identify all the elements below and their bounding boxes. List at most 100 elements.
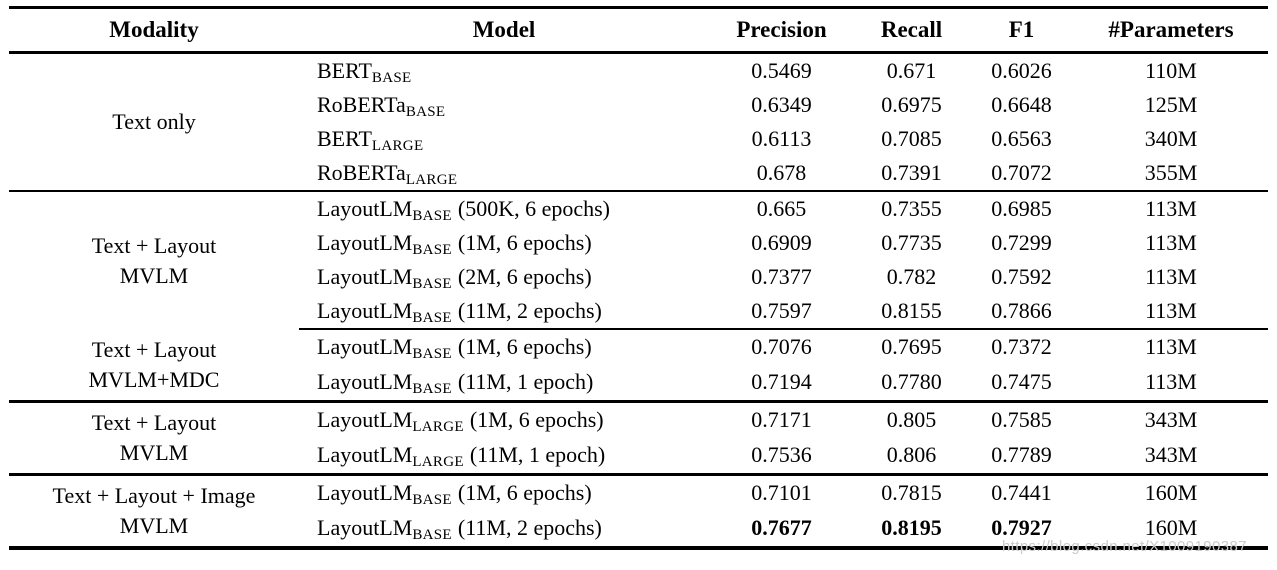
precision-cell: 0.7536 <box>751 442 812 468</box>
params-cell: 160M <box>1144 515 1198 541</box>
table-row: RoBERTaBASE 0.6349 0.6975 0.6648 125M <box>9 88 1268 122</box>
recall-cell: 0.6975 <box>881 91 942 117</box>
f1-cell: 0.6563 <box>991 125 1052 151</box>
col-header-model: Model <box>472 17 536 42</box>
col-header-f1: F1 <box>1008 17 1035 42</box>
col-header-precision: Precision <box>736 17 827 42</box>
table-row: Text + Layout MVLM LayoutLMLARGE (1M, 6 e… <box>9 402 1268 465</box>
params-cell: 343M <box>1144 442 1198 468</box>
recall-cell: 0.805 <box>886 407 937 433</box>
model-cell: LayoutLMLARGE (1M, 6 epochs) <box>299 402 709 439</box>
model-subscript: BASE <box>412 275 452 292</box>
precision-cell: 0.6349 <box>751 91 812 117</box>
table-row-best: LayoutLMBASE (11M, 2 epochs) 0.7677 0.819… <box>9 511 1268 548</box>
model-subscript: BASE <box>412 241 452 258</box>
modality-cell: Text + Layout MVLM <box>9 402 299 475</box>
modality-line1: Text + Layout + Image <box>52 483 256 509</box>
recall-cell: 0.8195 <box>881 515 942 541</box>
params-cell: 125M <box>1144 91 1198 117</box>
col-header-params: #Parameters <box>1108 17 1234 42</box>
params-cell: 113M <box>1074 294 1268 330</box>
modality-cell: Text only <box>9 53 299 192</box>
recall-cell: 0.671 <box>886 57 937 83</box>
f1-cell: 0.7372 <box>991 334 1052 360</box>
table-row: Text + Layout MVLM+MDC LayoutLMBASE (1M, … <box>9 329 1268 391</box>
precision-cell: 0.678 <box>756 159 807 185</box>
model-name: LayoutLM <box>317 263 413 289</box>
model-cell: LayoutLMBASE (11M, 2 epochs) <box>299 511 709 548</box>
model-cell: LayoutLMBASE (1M, 6 epochs) <box>299 475 709 512</box>
precision-cell: 0.5469 <box>751 57 812 83</box>
model-subscript: BASE <box>412 346 452 363</box>
model-cell: LayoutLMBASE (2M, 6 epochs) <box>299 260 709 294</box>
group-layout-image-mvlm: Text + Layout + Image MVLM LayoutLMBASE(… <box>9 475 1268 549</box>
modality-line1: Text + Layout <box>91 232 217 258</box>
precision-cell: 0.7076 <box>751 334 812 360</box>
table-row: LayoutLMBASE (11M, 2 epochs) 0.7597 0.815… <box>9 294 1268 330</box>
f1-cell: 0.7789 <box>991 442 1052 468</box>
table-row: Text + Layout MVLM LayoutLMBASE (500K, 6 … <box>9 191 1268 288</box>
header-row: Modality Model Precision Recall F1 #Para… <box>9 8 1268 53</box>
model-cell: LayoutLMBASE (500K, 6 epochs) <box>299 191 709 226</box>
modality-line2: MVLM <box>119 262 189 288</box>
recall-cell: 0.7355 <box>881 195 942 221</box>
params-cell: 160M <box>1144 480 1198 506</box>
table-row: Text + Layout + Image MVLM LayoutLMBASE(… <box>9 475 1268 538</box>
modality-cell: Text + Layout MVLM+MDC <box>9 329 299 402</box>
model-config: (11M, 2 epochs) <box>457 515 602 541</box>
f1-cell: 0.7866 <box>969 294 1074 330</box>
params-cell: 355M <box>1144 159 1198 185</box>
model-config: (1M, 6 epochs) <box>457 334 592 360</box>
model-name: LayoutLM <box>317 480 413 506</box>
recall-cell: 0.7085 <box>881 125 942 151</box>
recall-cell: 0.7695 <box>881 334 942 360</box>
modality-cell: Text + Layout MVLM <box>9 191 299 329</box>
table-row: RoBERTaLARGE 0.678 0.7391 0.7072 355M <box>9 156 1268 191</box>
model-config: (11M, 2 epochs) <box>457 297 602 323</box>
f1-cell: 0.7475 <box>991 369 1052 395</box>
model-subscript: BASE <box>412 492 452 509</box>
recall-cell: 0.806 <box>886 442 937 468</box>
modality-line1: Text + Layout <box>91 336 217 362</box>
model-name: LayoutLM <box>317 229 413 255</box>
col-header-recall: Recall <box>880 17 943 42</box>
model-cell: RoBERTaLARGE <box>299 156 709 191</box>
f1-cell: 0.7299 <box>991 229 1052 255</box>
precision-cell: 0.6909 <box>751 229 812 255</box>
model-name: LayoutLM <box>317 334 413 360</box>
table-header: Modality Model Precision Recall F1 #Para… <box>9 8 1268 53</box>
table-row: LayoutLMBASE (11M, 1 epoch) 0.7194 0.7780… <box>9 365 1268 402</box>
model-name: LayoutLM <box>317 442 413 468</box>
table-row: LayoutLMBASE (1M, 6 epochs) 0.6909 0.7735… <box>9 226 1268 260</box>
model-subscript: BASE <box>412 527 452 544</box>
modality-line1: Text only <box>112 109 196 135</box>
precision-cell: 0.7597 <box>709 294 854 330</box>
table-row: BERTLARGE 0.6113 0.7085 0.6563 340M <box>9 122 1268 156</box>
precision-cell: 0.7677 <box>751 515 812 541</box>
f1-cell: 0.6985 <box>991 195 1052 221</box>
model-subscript: BASE <box>412 207 452 224</box>
model-name: LayoutLM <box>317 369 413 395</box>
model-subscript: BASE <box>371 69 412 86</box>
params-cell: 113M <box>1145 229 1197 255</box>
precision-cell: 0.665 <box>756 195 807 221</box>
group-layout-mvlm-mdc: Text + Layout MVLM+MDC LayoutLMBASE (1M, … <box>9 329 1268 402</box>
precision-cell: 0.7194 <box>751 369 812 395</box>
table-row: Text only BERTBASE 0.5469 0.671 0.6026 1… <box>9 53 1268 134</box>
f1-cell: 0.7441 <box>991 480 1052 506</box>
model-name: BERT <box>317 125 372 151</box>
model-name: LayoutLM <box>317 407 413 433</box>
model-config: (11M, 1 epoch) <box>457 369 594 395</box>
f1-cell: 0.7927 <box>991 515 1052 541</box>
model-cell: BERTBASE <box>299 53 709 89</box>
modality-line1: Text + Layout <box>91 410 217 436</box>
model-subscript: LARGE <box>412 454 464 471</box>
f1-cell: 0.6648 <box>991 91 1052 117</box>
recall-cell: 0.8155 <box>854 294 969 330</box>
model-subscript: LARGE <box>405 171 458 188</box>
model-config: (1M, 6 epochs) <box>457 480 592 506</box>
model-name: BERT <box>317 57 372 83</box>
modality-line2: MVLM+MDC <box>88 366 220 392</box>
table-row: LayoutLMBASE (2M, 6 epochs) 0.7377 0.782 … <box>9 260 1268 294</box>
